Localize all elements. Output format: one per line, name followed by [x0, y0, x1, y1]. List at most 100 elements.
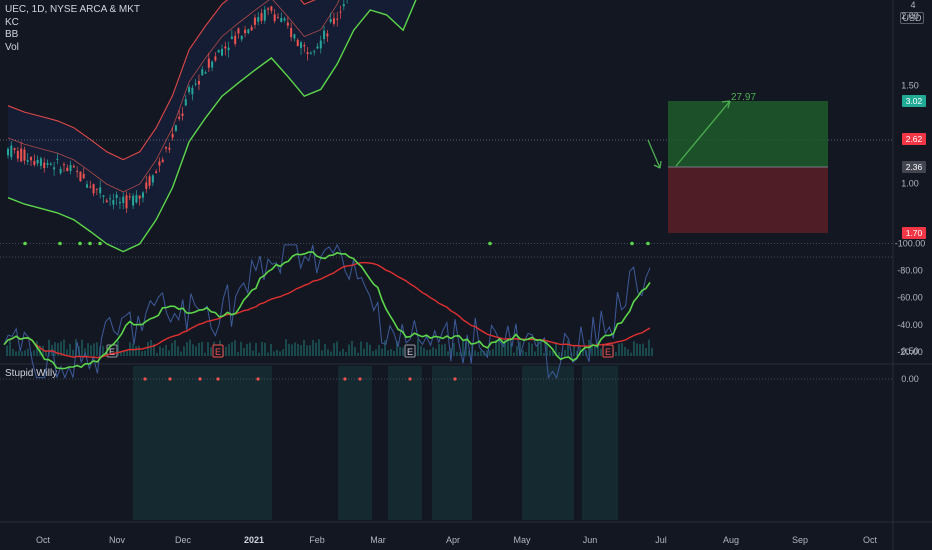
volume-bar [486, 350, 488, 356]
volume-bar [240, 341, 242, 356]
candle-body [132, 195, 135, 206]
volume-bar [438, 344, 440, 356]
candle-body [36, 160, 39, 164]
volume-bar [477, 352, 479, 356]
candle-body [59, 168, 62, 174]
volume-bar [402, 347, 404, 356]
volume-bar [87, 343, 89, 356]
signal-band [522, 366, 574, 520]
candle-body [280, 17, 283, 22]
volume-bar [375, 349, 377, 356]
volume-bar [348, 344, 350, 356]
indicator-bb[interactable]: BB [5, 29, 19, 40]
volume-bar [504, 342, 506, 356]
candle-body [339, 11, 342, 13]
oscillator-title[interactable]: Stupid Willy [5, 368, 58, 379]
candle-body [326, 33, 329, 37]
volume-bar [24, 350, 26, 356]
volume-bar [582, 349, 584, 356]
indicator-vol[interactable]: Vol [5, 41, 19, 53]
volume-bar [165, 344, 167, 356]
candle-body [257, 17, 260, 22]
candle-body [253, 17, 256, 25]
price-scale-header: 4 USD [894, 0, 932, 24]
oversold-dot [78, 241, 82, 246]
indicator-kc[interactable]: KC [5, 16, 19, 28]
mid-band-line [7, 0, 340, 193]
candle-body [13, 148, 16, 150]
svg-text:E: E [407, 347, 413, 357]
time-tick-label: Dec [175, 535, 192, 545]
volume-bar [312, 339, 314, 356]
volume-bar [204, 352, 206, 356]
oversold-dot [646, 241, 650, 246]
candle-body [102, 195, 105, 197]
volume-bar [282, 349, 284, 356]
candle-body [118, 202, 121, 204]
time-tick-label: Feb [309, 535, 325, 545]
candle-body [66, 167, 69, 172]
candle-body [158, 161, 161, 166]
lower-band-line [7, 0, 417, 253]
volume-bar [6, 345, 8, 356]
volume-bar [453, 342, 455, 356]
candle-body [323, 30, 326, 40]
candle-body [181, 113, 184, 116]
volume-bar [615, 352, 617, 356]
projection-arrow-head [653, 160, 662, 169]
volume-bar [303, 340, 305, 356]
candle-body [217, 50, 220, 53]
candle-body [283, 18, 286, 21]
volume-bar [123, 351, 125, 356]
volume-bar [651, 347, 653, 356]
volume-bar [357, 352, 359, 356]
overbought-dot [453, 377, 457, 381]
volume-bar [249, 342, 251, 356]
volume-bar [618, 343, 620, 356]
volume-bar [522, 350, 524, 356]
volume-bar [339, 351, 341, 356]
volume-bar [180, 351, 182, 356]
volume-bar [210, 347, 212, 356]
volume-bar [168, 350, 170, 356]
candle-body [145, 182, 148, 189]
volume-bar [546, 341, 548, 356]
currency-badge[interactable]: USD [900, 12, 924, 24]
candle-body [155, 171, 158, 174]
volume-bar [429, 349, 431, 356]
volume-bar [381, 348, 383, 356]
volume-bar [318, 339, 320, 356]
candle-body [30, 157, 33, 161]
volume-bar [12, 349, 14, 356]
time-tick-label: Jun [583, 535, 598, 545]
volume-bar [186, 342, 188, 356]
target-percent-label: 27.97 [731, 92, 757, 103]
volume-bar [378, 344, 380, 356]
time-tick-label: May [513, 535, 531, 545]
earnings-marker: E [212, 344, 224, 358]
volume-bar [96, 342, 98, 356]
candle-body [247, 29, 250, 34]
earnings-marker: E [602, 344, 614, 358]
volume-bar [567, 340, 569, 356]
volume-bar [54, 342, 56, 356]
overbought-dot [358, 377, 362, 381]
volume-bar [45, 350, 47, 356]
symbol-line[interactable]: UEC, 1D, NYSE ARCA & MKT [5, 4, 141, 15]
volume-bar [450, 348, 452, 356]
candle-body [303, 45, 306, 47]
overbought-dot [168, 377, 172, 381]
svg-text:E: E [605, 347, 611, 357]
candle-body [165, 146, 168, 149]
volume-bar [198, 342, 200, 356]
overbought-dot [143, 377, 147, 381]
volume-bar [501, 339, 503, 356]
volume-bar [189, 339, 191, 356]
volume-bar [519, 341, 521, 356]
candle-body [316, 46, 319, 49]
volume-bar [549, 350, 551, 356]
volume-bar [537, 339, 539, 356]
candle-body [10, 145, 13, 158]
volume-bar [498, 339, 500, 356]
